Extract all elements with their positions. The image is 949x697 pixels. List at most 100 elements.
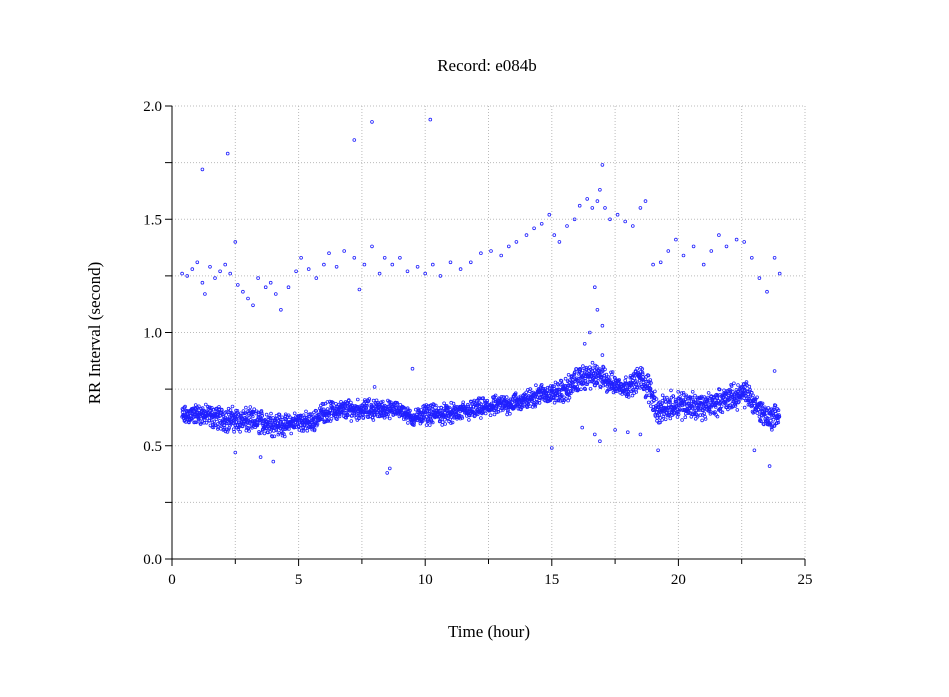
band-point	[690, 389, 695, 394]
upper-point	[557, 240, 562, 244]
band-point	[592, 368, 597, 372]
band-point	[735, 408, 740, 412]
upper-point	[405, 269, 410, 274]
band-point	[566, 372, 571, 377]
upper-point	[299, 255, 303, 260]
band-point	[677, 407, 682, 411]
band-point	[361, 416, 366, 420]
upper-point	[322, 262, 326, 267]
band-point	[751, 393, 755, 398]
band-point	[440, 423, 445, 427]
band-point	[325, 415, 329, 420]
band-point	[691, 406, 695, 410]
upper-point	[213, 276, 217, 280]
band-point	[729, 384, 734, 388]
band-point	[747, 384, 752, 389]
band-point	[623, 378, 627, 383]
band-point	[423, 412, 427, 416]
band-point	[679, 391, 684, 395]
upper-point	[772, 255, 777, 260]
upper-point	[334, 264, 339, 269]
upper-point	[749, 255, 754, 260]
upper-point	[777, 271, 782, 276]
band-point	[295, 421, 300, 425]
band-point	[583, 376, 588, 381]
band-point	[697, 403, 701, 408]
x-tick-label: 20	[671, 572, 686, 588]
band-point	[634, 390, 639, 394]
upper-point	[430, 262, 435, 267]
band-point	[303, 426, 308, 431]
band-point	[312, 427, 317, 432]
band-point	[777, 414, 782, 419]
band-point	[634, 382, 639, 387]
band-point	[613, 381, 617, 385]
band-point	[713, 405, 718, 409]
band-point	[563, 376, 568, 381]
band-point	[715, 414, 720, 419]
upper-point	[294, 269, 298, 274]
band-point	[236, 416, 240, 421]
band-point	[438, 417, 443, 422]
band-point	[585, 382, 589, 387]
upper-point	[630, 224, 635, 228]
band-point	[243, 411, 248, 415]
band-point	[571, 374, 576, 379]
band-point	[736, 389, 741, 394]
outlier-point	[258, 455, 263, 459]
band-point	[447, 405, 452, 410]
band-point	[610, 370, 615, 374]
band-point	[696, 408, 701, 412]
band-point	[419, 408, 424, 412]
band-point	[440, 420, 445, 424]
upper-point	[590, 206, 595, 210]
band-point	[577, 376, 581, 381]
band-point	[630, 393, 635, 398]
band-point	[535, 400, 540, 405]
band-point	[222, 423, 226, 428]
chart-title: Record: e084b	[437, 56, 537, 75]
data-points	[180, 117, 782, 475]
band-point	[636, 382, 641, 386]
band-point	[232, 429, 236, 434]
band-point	[617, 378, 621, 382]
band-point	[624, 375, 628, 380]
band-point	[228, 408, 233, 412]
band-point	[346, 398, 351, 402]
band-point	[430, 420, 435, 425]
band-point	[744, 394, 749, 399]
outlier-point	[549, 446, 554, 450]
band-point	[204, 420, 209, 425]
band-point	[646, 373, 651, 378]
upper-point	[246, 296, 250, 301]
band-point	[647, 393, 651, 398]
band-point	[730, 389, 735, 394]
band-point	[650, 392, 655, 397]
band-point	[230, 404, 235, 409]
band-point	[695, 414, 700, 419]
band-point	[761, 422, 766, 427]
band-point	[467, 418, 471, 422]
band-point	[633, 379, 638, 383]
band-point	[408, 408, 412, 413]
band-point	[557, 387, 562, 392]
upper-point	[506, 244, 511, 249]
upper-point	[377, 271, 382, 276]
upper-point	[203, 292, 207, 296]
band-point	[554, 398, 559, 403]
band-point	[703, 417, 708, 421]
outlier-point	[767, 464, 772, 468]
upper-point	[382, 255, 387, 260]
band-point	[657, 413, 662, 417]
upper-point	[615, 212, 620, 217]
upper-point	[765, 289, 769, 294]
band-point	[756, 407, 761, 412]
band-point	[450, 420, 455, 425]
band-point	[380, 399, 385, 404]
upper-point	[352, 255, 357, 260]
upper-point	[190, 267, 195, 271]
band-point	[690, 395, 695, 400]
outlier-point	[656, 448, 660, 453]
band-point	[251, 414, 255, 419]
band-point	[742, 396, 746, 401]
